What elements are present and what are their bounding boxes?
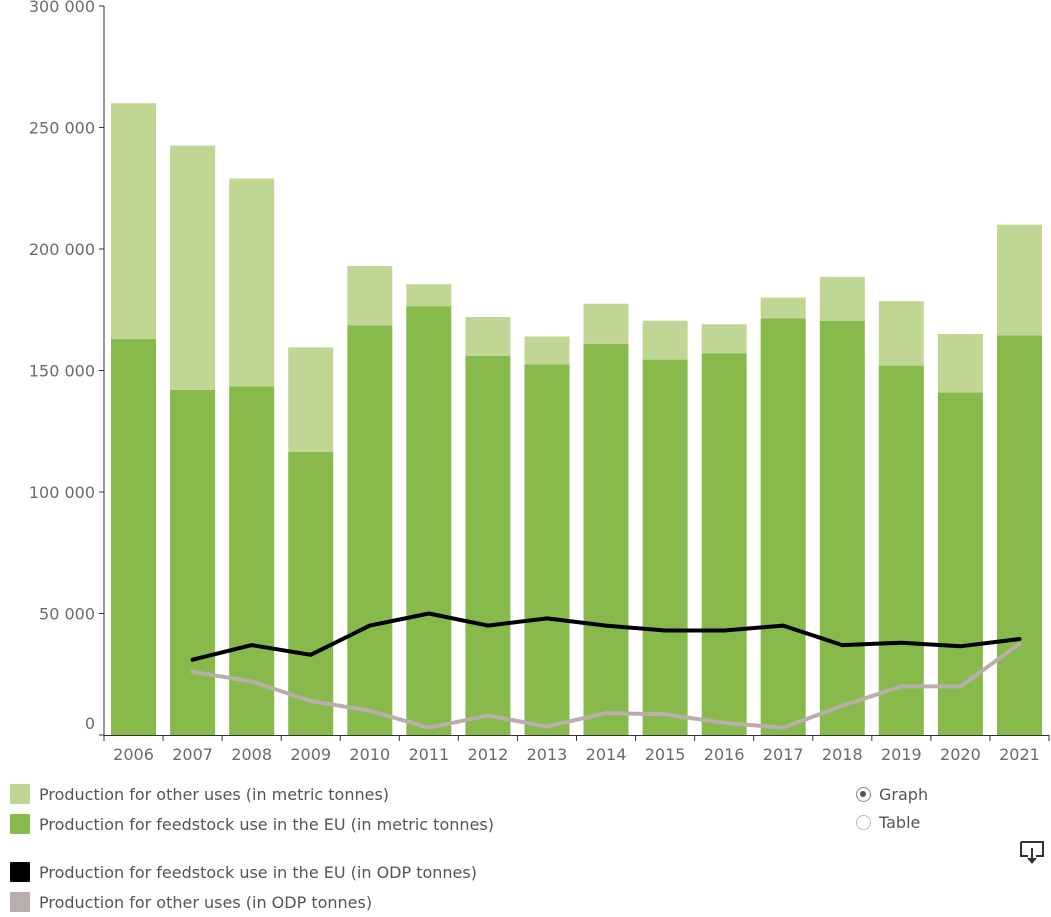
bar-other-uses-metric-2015[interactable] [642, 320, 688, 360]
x-tick-label: 2016 [704, 745, 745, 764]
y-tick-label: 200 000 [29, 240, 95, 259]
download-button[interactable] [1017, 838, 1047, 868]
bar-other-uses-metric-2017[interactable] [760, 297, 806, 319]
bar-feedstock-metric-2009[interactable] [288, 451, 334, 735]
y-tick-label: 50 000 [39, 605, 95, 624]
graph-radio-option[interactable]: Graph [856, 780, 928, 808]
bar-other-uses-metric-2007[interactable] [170, 145, 216, 390]
x-tick-label: 2006 [113, 745, 154, 764]
x-tick-label: 2013 [527, 745, 568, 764]
legend-label: Production for other uses (in ODP tonnes… [39, 892, 373, 912]
bar-other-uses-metric-2020[interactable] [937, 334, 983, 393]
legend-item-feedstock-odp[interactable]: Production for feedstock use in the EU (… [10, 857, 477, 887]
x-tick-label: 2021 [999, 745, 1040, 764]
x-tick-label: 2007 [172, 745, 213, 764]
graph-radio-label: Graph [879, 784, 929, 804]
bar-feedstock-metric-2006[interactable] [111, 338, 156, 735]
x-tick-label: 2020 [940, 745, 981, 764]
legend-label: Production for feedstock use in the EU (… [39, 814, 494, 834]
view-toggle: Graph Table [856, 780, 928, 836]
bar-feedstock-metric-2017[interactable] [760, 318, 806, 735]
x-tick-label: 2010 [349, 745, 390, 764]
line-feedstock-odp[interactable] [190, 611, 1022, 662]
bar-other-uses-metric-2010[interactable] [347, 266, 393, 326]
graph-radio-button[interactable] [856, 786, 871, 802]
bar-feedstock-metric-2020[interactable] [937, 392, 983, 735]
legend-swatch [10, 892, 30, 912]
legend-swatch [10, 814, 30, 834]
lines-layer [190, 611, 1022, 730]
x-tick-label: 2008 [231, 745, 272, 764]
bars-layer [111, 103, 1042, 735]
bar-feedstock-metric-2013[interactable] [524, 364, 570, 735]
chart: 0 50 000 100 000 150 000 200 000 250 000 300 0… [29, 0, 1050, 764]
x-tick-label: 2009 [290, 745, 331, 764]
table-radio-button[interactable] [856, 814, 871, 830]
x-tick-label: 2012 [468, 745, 509, 764]
line-other-uses-odp[interactable] [190, 641, 1022, 730]
bar-other-uses-metric-2013[interactable] [524, 336, 570, 365]
y-tick-label: 150 000 [29, 362, 95, 381]
x-tick-label: 2017 [763, 745, 804, 764]
bar-feedstock-metric-2015[interactable] [642, 359, 688, 735]
legend-swatch [10, 784, 30, 804]
y-tick-label: 300 000 [29, 0, 95, 16]
bar-other-uses-metric-2008[interactable] [229, 178, 275, 387]
legend-swatch [10, 862, 30, 882]
axes-layer: 0 50 000 100 000 150 000 200 000 250 000 300 0… [29, 0, 1050, 764]
x-tick-label: 2015 [645, 745, 686, 764]
bar-feedstock-metric-2007[interactable] [170, 389, 216, 735]
table-radio-option[interactable]: Table [856, 808, 928, 836]
legend-item-feedstock-metric[interactable]: Production for feedstock use in the EU (… [10, 809, 494, 839]
legend-metric: Production for other uses (in metric ton… [10, 779, 494, 839]
bar-other-uses-metric-2016[interactable] [701, 324, 747, 354]
bar-feedstock-metric-2012[interactable] [465, 355, 511, 735]
bar-feedstock-metric-2018[interactable] [819, 320, 865, 735]
y-tick-label: 250 000 [29, 119, 95, 138]
legend-item-other-uses-odp[interactable]: Production for other uses (in ODP tonnes… [10, 887, 477, 917]
bar-other-uses-metric-2006[interactable] [111, 103, 156, 339]
bar-feedstock-metric-2016[interactable] [701, 353, 747, 736]
bar-feedstock-metric-2010[interactable] [347, 325, 393, 736]
bar-feedstock-metric-2008[interactable] [229, 386, 275, 735]
bar-other-uses-metric-2021[interactable] [997, 224, 1042, 336]
bar-other-uses-metric-2011[interactable] [406, 284, 452, 307]
table-radio-label: Table [879, 812, 921, 832]
bar-other-uses-metric-2014[interactable] [583, 303, 629, 344]
x-tick-label: 2018 [822, 745, 863, 764]
y-tick-label: 0 [85, 714, 95, 733]
bar-feedstock-metric-2019[interactable] [878, 365, 924, 735]
x-tick-label: 2014 [586, 745, 627, 764]
y-tick-label: 100 000 [29, 483, 95, 502]
download-icon [1020, 841, 1044, 864]
bar-feedstock-metric-2021[interactable] [997, 335, 1042, 735]
bar-other-uses-metric-2009[interactable] [288, 347, 334, 452]
x-tick-label: 2011 [408, 745, 449, 764]
bar-other-uses-metric-2012[interactable] [465, 317, 511, 356]
bar-feedstock-metric-2011[interactable] [406, 306, 452, 735]
bar-other-uses-metric-2019[interactable] [878, 301, 924, 366]
bar-other-uses-metric-2018[interactable] [819, 276, 865, 321]
legend-label: Production for feedstock use in the EU (… [39, 862, 477, 882]
x-tick-label: 2019 [881, 745, 922, 764]
legend-odp: Production for feedstock use in the EU (… [10, 857, 477, 917]
bar-feedstock-metric-2014[interactable] [583, 343, 629, 735]
legend-label: Production for other uses (in metric ton… [39, 784, 390, 804]
legend-item-other-uses-metric[interactable]: Production for other uses (in metric ton… [10, 779, 494, 809]
